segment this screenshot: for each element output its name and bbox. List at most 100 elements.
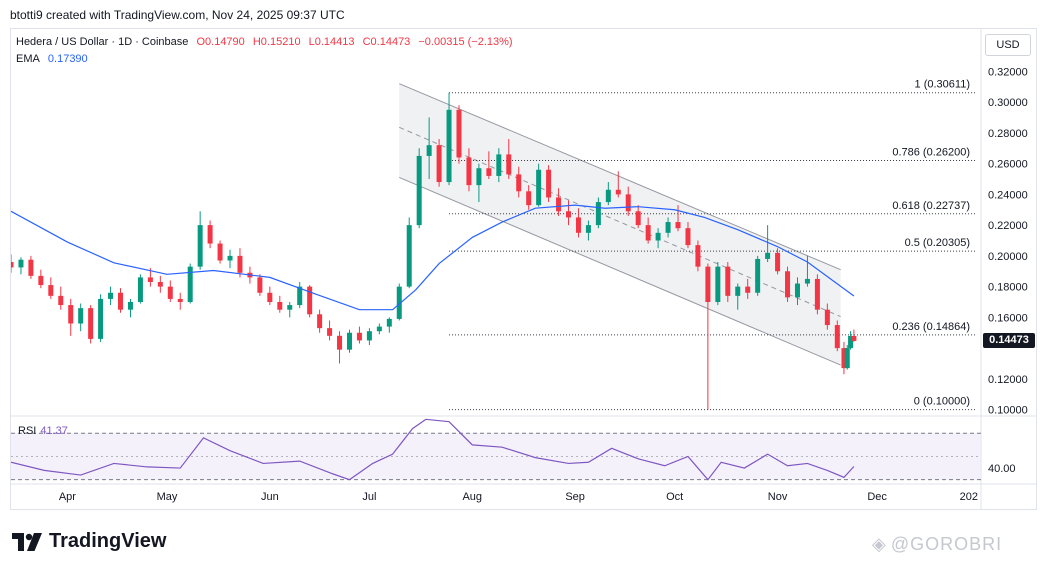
candle-body: [851, 335, 857, 341]
time-tick-label: Nov: [768, 491, 788, 503]
fib-level-label: 0.618 (0.22737): [892, 200, 970, 212]
candle-body: [108, 292, 114, 299]
candle-body: [267, 292, 273, 302]
candle-body: [834, 325, 840, 349]
fib-level-label: 0.786 (0.26200): [892, 147, 970, 159]
channel-upper-line: [399, 83, 841, 271]
time-tick-label: Oct: [666, 491, 683, 503]
diamond-logo-icon: ◈: [872, 534, 887, 554]
fib-level-label: 0 (0.10000): [914, 396, 970, 408]
candle-body: [416, 155, 422, 226]
candle-body: [814, 278, 820, 310]
symbol-title[interactable]: Hedera / US Dollar · 1D · Coinbase: [16, 36, 189, 48]
candle-body: [118, 292, 124, 310]
candle-body: [167, 286, 173, 299]
candle-body: [227, 255, 233, 261]
fibonacci-retracement: 1 (0.30611) 0.786 (0.26200) 0.618 (0.22737…: [449, 79, 975, 411]
candle-body: [68, 305, 74, 324]
time-tick-label: Jun: [261, 491, 279, 503]
candle-body: [177, 298, 183, 302]
candle-body: [426, 145, 432, 156]
candle-body: [456, 109, 462, 158]
ema-path: [11, 204, 855, 311]
candle-body: [337, 335, 343, 350]
candle-body: [645, 225, 651, 241]
candle-body: [147, 277, 153, 283]
brand-name: TradingView: [49, 530, 167, 552]
price-tick-label: 0.10000: [988, 405, 1028, 417]
candle-body: [575, 217, 581, 233]
rsi-axis-label: 40.00: [988, 463, 1016, 475]
ema-label: EMA: [16, 53, 40, 65]
price-tick-label: 0.22000: [988, 220, 1028, 232]
candle-body: [735, 286, 741, 296]
fib-level-label: 1 (0.30611): [915, 79, 970, 91]
rsi-legend[interactable]: RSI 41.37: [18, 425, 68, 437]
candle-body: [585, 225, 591, 233]
time-axis[interactable]: Apr May Jun Jul Aug Sep Oct Nov Dec 202: [59, 491, 978, 503]
current-price-label: 0.14473: [983, 333, 1035, 348]
candle-body: [88, 308, 94, 339]
candle-body: [705, 266, 711, 302]
candle-body: [794, 283, 800, 298]
candle-body: [605, 189, 611, 203]
candle-body: [566, 211, 572, 218]
candle-body: [197, 225, 203, 267]
candle-body: [287, 305, 293, 310]
candle-body: [98, 298, 104, 339]
time-tick-label: Aug: [462, 491, 482, 503]
candle-body: [237, 255, 243, 273]
candle-body: [356, 332, 362, 341]
candle-body: [28, 259, 34, 276]
candle-body: [446, 109, 452, 183]
chart-caption: btotti9 created with TradingView.com, No…: [10, 8, 345, 22]
fib-level-label: 0.236 (0.14864): [892, 321, 970, 333]
change-value: −0.00315 (−2.13%): [418, 36, 513, 48]
candle-body: [625, 194, 631, 212]
candle-body: [635, 211, 641, 226]
regression-channel: [399, 83, 841, 366]
time-tick-label: Dec: [867, 491, 887, 503]
candle-body: [436, 145, 442, 183]
candle-body: [406, 225, 412, 287]
candle-body: [307, 286, 313, 315]
candle-body: [386, 318, 392, 327]
price-tick-label: 0.30000: [988, 97, 1028, 109]
price-tick-label: 0.18000: [988, 282, 1028, 294]
candle-body: [775, 252, 781, 272]
candle-body: [257, 277, 263, 293]
candle-body: [317, 314, 323, 329]
candle-body: [848, 335, 854, 349]
low-value: L0.14413: [308, 36, 355, 48]
ema-value: 0.17390: [47, 53, 88, 65]
candlestick-series: [11, 92, 857, 410]
tradingview-logo[interactable]: TradingView: [12, 530, 166, 553]
candle-body: [366, 331, 372, 341]
candle-body: [346, 332, 352, 350]
watermark-text: @GOROBRI: [890, 534, 1003, 554]
candle-body: [745, 286, 751, 293]
rsi-line: [11, 418, 855, 481]
ema-line: [11, 204, 855, 311]
candle-body: [715, 266, 721, 302]
candle-body: [615, 189, 621, 195]
candle-body: [685, 228, 691, 246]
candle-body: [157, 282, 163, 287]
candle-body: [11, 262, 14, 268]
candle-body: [38, 275, 44, 286]
currency-badge[interactable]: USD: [985, 34, 1031, 56]
rsi-pane: [11, 418, 981, 481]
rsi-axis: 40.00: [988, 463, 1016, 475]
candle-body: [137, 277, 143, 302]
price-tick-label: 0.12000: [988, 374, 1028, 386]
candle-body: [506, 154, 512, 175]
price-axis[interactable]: 0.32000 0.30000 0.28000 0.26000 0.24000 0.220…: [988, 66, 1028, 416]
rsi-value: 41.37: [40, 425, 68, 437]
candle-body: [844, 348, 850, 369]
time-tick-label: 202: [960, 491, 978, 503]
candle-body: [466, 157, 472, 186]
ema-legend[interactable]: EMA 0.17390: [16, 53, 93, 65]
candle-body: [297, 286, 303, 306]
watermark: ◈ @GOROBRI: [872, 534, 1002, 555]
